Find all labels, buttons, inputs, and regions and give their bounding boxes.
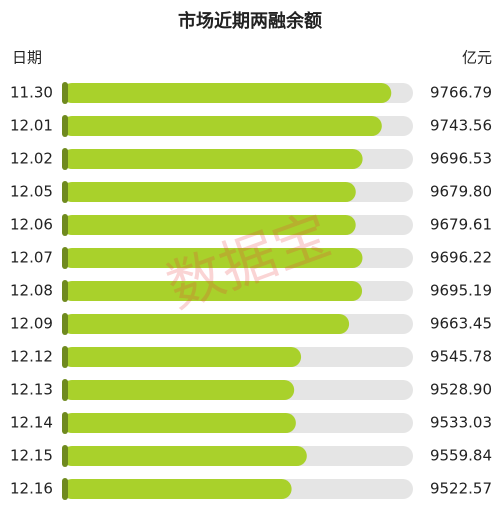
value-label: 9559.84	[430, 447, 492, 465]
value-label: 9522.57	[430, 480, 492, 498]
bar	[62, 479, 292, 499]
y-tick-label: 12.15	[10, 447, 53, 465]
bar	[62, 182, 356, 202]
bar-cap	[62, 313, 68, 335]
bar-cap	[62, 445, 68, 467]
bar-cap	[62, 412, 68, 434]
bar	[62, 380, 295, 400]
unit-label: 亿元	[462, 49, 492, 67]
bar	[62, 413, 296, 433]
bar-cap	[62, 214, 68, 236]
value-label: 9743.56	[430, 117, 492, 135]
chart-title: 市场近期两融余额	[178, 10, 322, 32]
y-tick-label: 12.13	[10, 381, 53, 399]
bar	[62, 149, 363, 169]
value-label: 9528.90	[430, 381, 492, 399]
y-tick-label: 12.06	[10, 216, 53, 234]
y-tick-label: 12.08	[10, 282, 53, 300]
y-tick-label: 12.12	[10, 348, 53, 366]
y-tick-label: 12.01	[10, 117, 53, 135]
y-tick-label: 12.09	[10, 315, 53, 333]
value-label: 9533.03	[430, 414, 492, 432]
bar	[62, 215, 356, 235]
value-label: 9766.79	[430, 84, 492, 102]
bar-cap	[62, 82, 68, 104]
y-tick-label: 12.16	[10, 480, 53, 498]
y-tick-label: 12.07	[10, 249, 53, 267]
bar-cap	[62, 148, 68, 170]
bar	[62, 83, 392, 103]
bar	[62, 347, 302, 367]
bar-cap	[62, 181, 68, 203]
bar-cap	[62, 280, 68, 302]
bar	[62, 116, 382, 136]
category-axis-label: 日期	[12, 49, 42, 67]
value-label: 9696.53	[430, 150, 492, 168]
bar	[62, 446, 307, 466]
y-tick-label: 12.14	[10, 414, 53, 432]
bar	[62, 314, 350, 334]
y-tick-label: 12.02	[10, 150, 53, 168]
value-label: 9679.61	[430, 216, 492, 234]
bar	[62, 281, 363, 301]
bar-cap	[62, 247, 68, 269]
bar-cap	[62, 115, 68, 137]
y-tick-label: 11.30	[10, 84, 53, 102]
value-label: 9696.22	[430, 249, 492, 267]
y-tick-label: 12.05	[10, 183, 53, 201]
value-label: 9679.80	[430, 183, 492, 201]
bar	[62, 248, 363, 268]
value-label: 9695.19	[430, 282, 492, 300]
value-label: 9545.78	[430, 348, 492, 366]
value-label: 9663.45	[430, 315, 492, 333]
bar-cap	[62, 478, 68, 500]
bar-cap	[62, 346, 68, 368]
bar-cap	[62, 379, 68, 401]
